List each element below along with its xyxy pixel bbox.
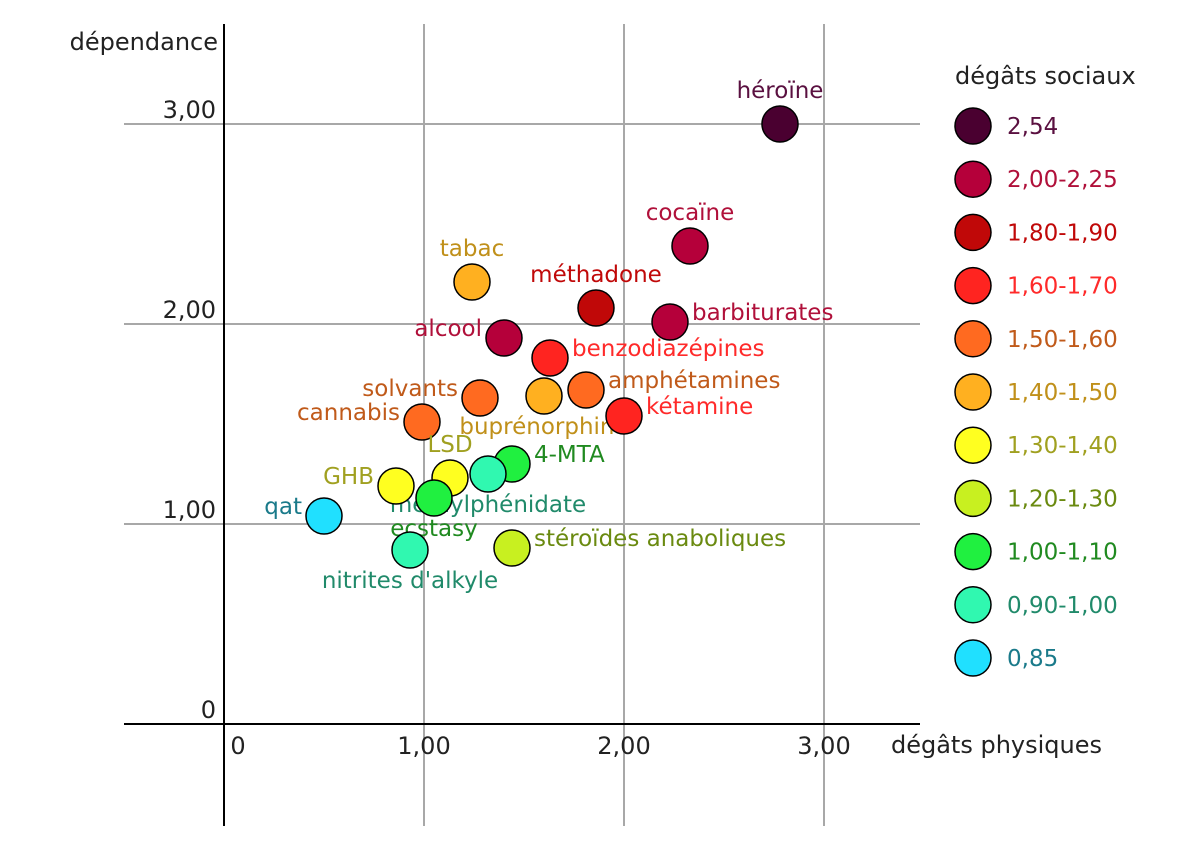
legend-label: 2,54 [1007, 114, 1058, 140]
data-point [567, 371, 605, 409]
legend-label: 1,60-1,70 [1007, 274, 1118, 300]
x-tick-label: 1,00 [397, 732, 450, 760]
data-point [485, 319, 523, 357]
legend-swatch [954, 479, 992, 518]
x-tick-label: 3,00 [797, 732, 850, 760]
data-point [453, 263, 491, 301]
point-label: GHB [323, 464, 374, 490]
data-point [671, 227, 709, 265]
data-point [391, 531, 429, 569]
legend-label: 1,40-1,50 [1007, 380, 1118, 406]
point-label: buprénorphine [459, 414, 628, 440]
legend-swatch [954, 586, 992, 624]
legend-label: 1,20-1,30 [1007, 486, 1118, 512]
legend-label: 1,80-1,90 [1007, 220, 1118, 246]
legend-swatch [954, 373, 992, 411]
legend-title: dégâts sociaux [955, 62, 1136, 90]
legend-label: 0,85 [1007, 646, 1058, 672]
point-label: méthadone [530, 262, 662, 288]
point-label: alcool [414, 316, 482, 342]
legend-label: 1,00-1,10 [1007, 540, 1118, 566]
data-point [531, 339, 569, 377]
data-point [461, 379, 499, 417]
legend-swatch [954, 160, 992, 198]
data-point [403, 403, 441, 441]
y-tick-label: 2,00 [163, 296, 216, 324]
point-label: héroïne [737, 78, 824, 104]
data-points: héroïne cocaïne tabac méthadone barbiturates… [264, 78, 833, 594]
point-label: amphétamines [608, 368, 780, 394]
point-label: cannabis [297, 400, 400, 426]
point-label: kétamine [646, 394, 753, 420]
data-point [577, 289, 615, 327]
legend-swatch [954, 426, 992, 464]
x-axis-label: dégâts physiques [891, 731, 1102, 759]
legend-swatch [954, 320, 992, 358]
point-label: tabac [440, 236, 504, 262]
x-tick-label: 2,00 [597, 732, 650, 760]
data-point [415, 479, 453, 517]
y-axis-label: dépendance [70, 28, 218, 56]
y-tick-label: 0 [201, 696, 216, 724]
tick-labels: 0 1,00 2,00 3,00 0 1,00 2,00 3,00 [163, 96, 851, 760]
x-tick-label: 0 [230, 732, 245, 760]
point-label: stéroïdes anaboliques [534, 526, 786, 552]
grid-lines [124, 24, 920, 826]
data-point [605, 397, 643, 435]
legend-swatch [954, 213, 992, 252]
y-tick-label: 3,00 [163, 96, 216, 124]
legend-swatch [954, 532, 992, 571]
point-label: benzodiazépines [572, 336, 764, 362]
point-label: cocaïne [646, 200, 735, 226]
data-point [305, 497, 343, 535]
legend-label: 0,90-1,00 [1007, 593, 1118, 619]
legend-swatch [954, 107, 992, 145]
legend-swatch [954, 639, 992, 677]
y-tick-label: 1,00 [163, 496, 216, 524]
point-label: 4-MTA [534, 442, 605, 468]
legend-label: 2,00-2,25 [1007, 167, 1118, 193]
point-label: qat [264, 494, 302, 520]
point-label: LSD [427, 432, 472, 458]
legend-swatch [954, 266, 992, 305]
axes [124, 24, 920, 826]
data-point [761, 105, 799, 143]
data-point [651, 303, 689, 341]
legend: dégâts sociaux 2,54 2,00-2,25 1,80-1,90 1,6… [954, 62, 1136, 677]
data-point [493, 529, 531, 567]
point-label: barbiturates [692, 300, 833, 326]
data-point [469, 455, 507, 493]
data-point [377, 467, 415, 505]
point-label: nitrites d'alkyle [322, 568, 498, 594]
data-point [525, 377, 563, 415]
point-label: solvants [362, 376, 458, 402]
legend-label: 1,30-1,40 [1007, 433, 1118, 459]
legend-label: 1,50-1,60 [1007, 327, 1118, 353]
